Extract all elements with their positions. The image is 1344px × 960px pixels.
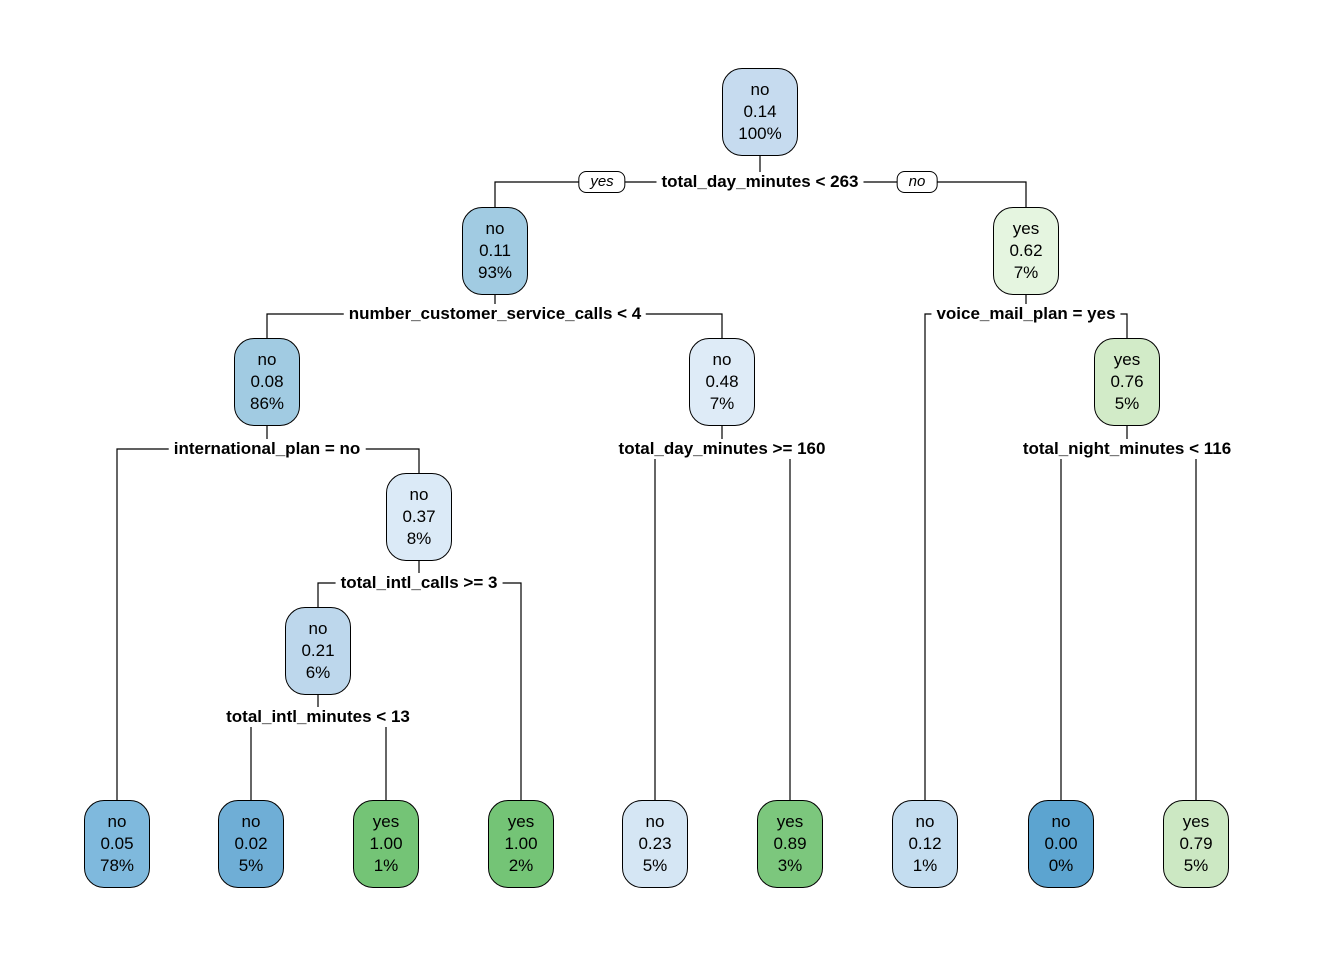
branch-elbow [116,448,420,800]
tree-node-intl-calls-ge-3: no 0.21 6% [285,607,351,695]
tree-node-root: no 0.14 100% [722,68,798,156]
node-probability: 0.11 [479,241,511,260]
node-class-label: yes [1113,350,1141,369]
node-coverage: 6% [305,663,331,682]
node-coverage: 1% [912,856,938,875]
node-coverage: 86% [249,394,285,413]
node-class-label: no [1051,812,1071,831]
leaf-node-3: yes 1.00 1% [353,800,419,888]
node-coverage: 2% [508,856,534,875]
node-coverage: 7% [1013,263,1039,282]
node-probability: 0.79 [1179,834,1213,853]
split-label-total-intl-minutes: total_intl_minutes < 13 [221,707,415,727]
split-label-total-night-minutes: total_night_minutes < 116 [1017,439,1237,459]
node-class-label: no [409,485,429,504]
node-probability: 0.08 [250,372,284,391]
node-coverage: 1% [373,856,399,875]
split-label-international-plan: international_plan = no [168,439,366,459]
node-class-label: no [308,619,328,638]
node-coverage: 3% [777,856,803,875]
node-class-label: no [241,812,261,831]
node-class-label: no [107,812,127,831]
node-probability: 0.37 [402,507,436,526]
node-probability: 0.21 [301,641,335,660]
tree-node-voice-mail-no: yes 0.76 5% [1094,338,1160,426]
node-probability: 0.48 [705,372,739,391]
node-coverage: 0% [1048,856,1074,875]
split-label-total-day-minutes-160: total_day_minutes >= 160 [613,439,831,459]
tree-node-day-lt-263: no 0.11 93% [462,207,528,295]
node-coverage: 93% [477,263,513,282]
node-class-label: no [485,219,505,238]
tree-node-day-ge-263: yes 0.62 7% [993,207,1059,295]
branch-elbow [317,582,522,800]
node-probability: 0.05 [100,834,134,853]
tree-node-service-calls-ge-4: no 0.48 7% [689,338,755,426]
split-label-total-intl-calls: total_intl_calls >= 3 [335,573,503,593]
leaf-node-1: no 0.05 78% [84,800,150,888]
branch-tag-yes: yes [578,171,626,193]
node-coverage: 8% [406,529,432,548]
node-class-label: yes [776,812,804,831]
leaf-node-9: yes 0.79 5% [1163,800,1229,888]
branch-elbow [250,716,387,800]
node-probability: 0.76 [1110,372,1144,391]
tree-node-service-calls-lt-4: no 0.08 86% [234,338,300,426]
tree-node-intl-plan-yes: no 0.37 8% [386,473,452,561]
node-coverage: 100% [738,124,782,143]
node-probability: 0.89 [773,834,807,853]
leaf-node-8: no 0.00 0% [1028,800,1094,888]
node-probability: 0.02 [234,834,268,853]
split-label-voice-mail-plan: voice_mail_plan = yes [931,304,1121,324]
node-probability: 0.00 [1044,834,1078,853]
node-class-label: no [712,350,732,369]
node-class-label: no [750,80,770,99]
split-label-total-day-minutes-263: total_day_minutes < 263 [656,172,864,192]
node-coverage: 78% [99,856,135,875]
node-class-label: no [915,812,935,831]
leaf-node-4: yes 1.00 2% [488,800,554,888]
node-probability: 1.00 [504,834,538,853]
node-coverage: 5% [642,856,668,875]
split-label-number-customer-service-calls: number_customer_service_calls < 4 [343,304,647,324]
node-class-label: yes [507,812,535,831]
leaf-node-2: no 0.02 5% [218,800,284,888]
node-probability: 0.23 [638,834,672,853]
node-class-label: no [257,350,277,369]
node-probability: 0.12 [908,834,942,853]
node-coverage: 7% [709,394,735,413]
branch-elbow [654,448,791,800]
node-probability: 1.00 [369,834,403,853]
node-coverage: 5% [238,856,264,875]
node-class-label: yes [1012,219,1040,238]
leaf-node-7: no 0.12 1% [892,800,958,888]
leaf-node-5: no 0.23 5% [622,800,688,888]
branch-elbow [1060,448,1197,800]
node-probability: 0.14 [743,102,777,121]
node-class-label: yes [372,812,400,831]
leaf-node-6: yes 0.89 3% [757,800,823,888]
node-class-label: yes [1182,812,1210,831]
node-coverage: 5% [1183,856,1209,875]
branch-tag-no: no [896,171,938,193]
node-class-label: no [645,812,665,831]
node-probability: 0.62 [1009,241,1043,260]
node-coverage: 5% [1114,394,1140,413]
